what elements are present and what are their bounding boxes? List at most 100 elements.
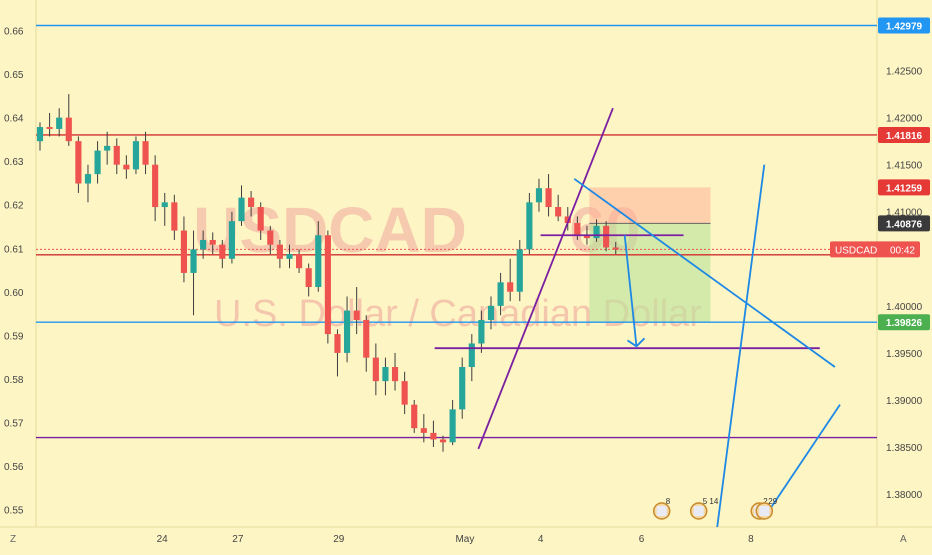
candle-body: [497, 282, 504, 306]
candle-body: [228, 221, 235, 259]
trend-line[interactable]: [573, 178, 836, 368]
trend-line[interactable]: [763, 404, 841, 519]
time-scale[interactable]: 24 27 29 May 4 6 8: [157, 534, 754, 545]
candle-body: [487, 305, 495, 320]
right-tick-label: 1.38000: [886, 490, 923, 501]
candle-body: [449, 409, 456, 443]
left-tick-label: 0.66: [4, 26, 24, 37]
candle-body: [219, 244, 226, 259]
candle-body: [382, 367, 389, 382]
candle-body: [286, 254, 293, 259]
trend-line[interactable]: [716, 164, 766, 528]
time-tick-label: 4: [538, 534, 544, 545]
right-tick-label: 1.38500: [886, 443, 923, 454]
economic-events[interactable]: 8 5 14 2 29: [652, 497, 778, 520]
auto-scale-button[interactable]: A: [900, 534, 907, 545]
candle-body: [75, 141, 82, 184]
us-flag-icon: [693, 506, 704, 516]
time-tick-label: May: [455, 534, 474, 545]
left-tick-label: 0.62: [4, 201, 24, 212]
candle-body: [574, 223, 581, 236]
left-price-scale[interactable]: 0.66 0.65 0.64 0.63 0.62 0.61 0.60 0.59 0.58 0.57…: [4, 26, 24, 516]
candle-body: [132, 141, 140, 170]
trend-line[interactable]: [477, 107, 614, 450]
candle-body: [420, 428, 427, 433]
candle-body: [411, 404, 418, 429]
candle-body: [152, 164, 159, 208]
right-tick-label: 1.39500: [886, 349, 923, 360]
candle-body: [439, 439, 447, 443]
candle-body: [401, 381, 408, 405]
candle-body: [430, 432, 437, 440]
right-tick-label: 1.41500: [886, 161, 923, 172]
time-tick-label: 8: [748, 534, 754, 545]
candle-body: [84, 174, 92, 184]
current-price-badge[interactable]: [830, 241, 920, 258]
price-label-badge[interactable]: [878, 314, 930, 331]
timezone-button[interactable]: Z: [10, 534, 16, 545]
candle-body: [296, 254, 303, 269]
candle-body: [324, 235, 331, 335]
candle-body: [353, 310, 360, 320]
take-profit-zone[interactable]: [589, 223, 711, 323]
horizontal-levels: [36, 24, 877, 439]
right-tick-label: 1.42500: [886, 67, 923, 78]
price-label-text: 1.42979: [886, 22, 923, 33]
candles: [36, 94, 619, 452]
price-label-badge[interactable]: [878, 215, 930, 232]
left-tick-label: 0.58: [4, 375, 24, 386]
candle-body: [267, 230, 274, 245]
price-label-text: 1.41816: [886, 131, 923, 142]
left-tick-label: 0.57: [4, 418, 24, 429]
left-tick-label: 0.65: [4, 70, 24, 81]
candle-body: [468, 343, 475, 368]
left-tick-label: 0.55: [4, 506, 24, 517]
projection-arrowhead: [626, 337, 646, 348]
right-tick-label: 1.40000: [886, 302, 923, 313]
candle-body: [94, 150, 101, 175]
price-label-badge[interactable]: [878, 179, 930, 196]
time-tick-label: 24: [157, 534, 169, 545]
candle-body: [545, 188, 552, 208]
time-tick-label: 29: [333, 534, 345, 545]
candle-body: [36, 127, 44, 142]
time-tick-label: 27: [232, 534, 244, 545]
event-count: 29: [768, 497, 777, 506]
candle-body: [343, 310, 351, 353]
candle-body: [171, 202, 178, 231]
candle-body: [248, 197, 255, 208]
candle-body: [142, 141, 149, 165]
candle-body: [113, 145, 120, 165]
price-label-text: 1.40876: [886, 219, 923, 230]
left-tick-label: 0.60: [4, 288, 24, 299]
right-price-scale[interactable]: 1.42500 1.42000 1.41500 1.41000 1.40000 1.395…: [830, 17, 930, 502]
candle-body: [56, 117, 63, 129]
event-count: 2: [763, 497, 768, 506]
candle-body: [391, 367, 399, 382]
us-flag-icon: [759, 506, 770, 516]
left-tick-label: 0.63: [4, 157, 24, 168]
candle-body: [478, 319, 485, 344]
candle-body: [593, 225, 600, 239]
event-count: 8: [666, 497, 671, 506]
candle-body: [555, 207, 562, 217]
left-tick-label: 0.64: [4, 114, 24, 125]
price-label-badge[interactable]: [878, 17, 930, 34]
trend-line[interactable]: [623, 235, 638, 347]
event-count: 5 14: [703, 497, 719, 506]
stop-loss-zone[interactable]: [589, 187, 711, 224]
trend-drawings[interactable]: [434, 107, 841, 528]
candle-body: [190, 249, 197, 273]
price-label-badge[interactable]: [878, 126, 930, 143]
candle-body: [564, 216, 571, 224]
candle-body: [583, 235, 591, 239]
candle-body: [516, 249, 523, 292]
candle-body: [104, 145, 111, 151]
right-tick-label: 1.39000: [886, 396, 923, 407]
current-price-countdown: 00:42: [890, 245, 915, 256]
left-tick-label: 0.61: [4, 244, 24, 255]
candle-body: [200, 239, 207, 250]
candle-body: [459, 367, 466, 410]
